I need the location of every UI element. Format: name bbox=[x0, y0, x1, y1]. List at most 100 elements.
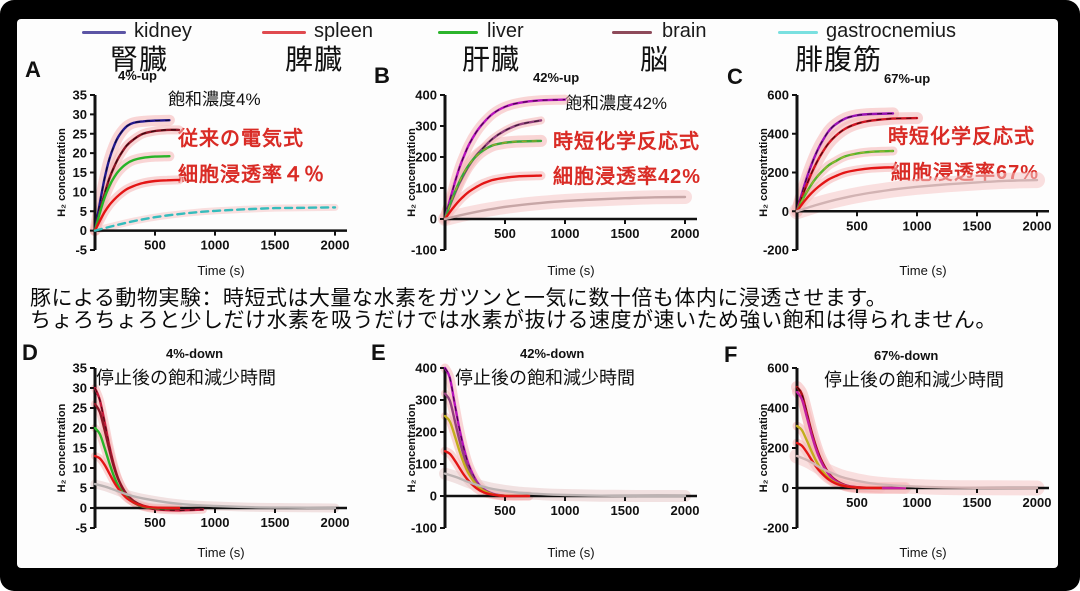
svg-text:500: 500 bbox=[494, 503, 516, 518]
svg-text:35: 35 bbox=[73, 361, 87, 376]
svg-text:2000: 2000 bbox=[321, 238, 350, 253]
panel-c-letter: C bbox=[727, 64, 743, 89]
svg-text:0: 0 bbox=[80, 501, 87, 516]
svg-text:30: 30 bbox=[73, 381, 87, 396]
svg-text:35: 35 bbox=[73, 88, 87, 103]
legend-label-spleen: spleen bbox=[314, 20, 373, 42]
svg-text:-5: -5 bbox=[75, 243, 87, 258]
legend-organ-gastrocnemius-jp: 腓腹筋 bbox=[795, 44, 883, 75]
panel-b-annotation-red-1: 時短化学反応式 bbox=[553, 131, 700, 153]
svg-text:1500: 1500 bbox=[261, 238, 290, 253]
legend-swatch-gastrocnemius bbox=[778, 31, 818, 34]
svg-text:300: 300 bbox=[415, 119, 437, 134]
legend-label-kidney: kidney bbox=[134, 20, 192, 42]
svg-text:-100: -100 bbox=[411, 243, 437, 258]
legend-organ-liver-jp: 肝臓 bbox=[462, 44, 521, 75]
panel-b-title: 42%-up bbox=[533, 70, 580, 85]
panel-a-annotation-red-1: 従来の電気式 bbox=[178, 128, 304, 150]
svg-text:400: 400 bbox=[415, 361, 437, 376]
panel-d-letter: D bbox=[22, 340, 38, 365]
panel-a-title: 4%-up bbox=[118, 68, 157, 83]
svg-text:0: 0 bbox=[782, 204, 789, 219]
panel-f-annotation-black: 停止後の飽和減少時間 bbox=[824, 370, 1004, 390]
svg-text:Time (s): Time (s) bbox=[547, 545, 594, 560]
svg-text:1000: 1000 bbox=[903, 218, 932, 233]
svg-text:2000: 2000 bbox=[1023, 218, 1052, 233]
svg-text:500: 500 bbox=[144, 515, 166, 530]
panel-d-title: 4%-down bbox=[166, 346, 224, 361]
svg-text:600: 600 bbox=[767, 88, 789, 103]
svg-text:1500: 1500 bbox=[611, 503, 640, 518]
svg-text:15: 15 bbox=[73, 165, 87, 180]
svg-text:10: 10 bbox=[73, 184, 87, 199]
note-line-1: 豚による動物実験：時短式は大量な水素をガツンと一気に数十倍も体内に浸透させます。 bbox=[30, 287, 888, 310]
svg-text:1500: 1500 bbox=[963, 495, 992, 510]
svg-text:Time (s): Time (s) bbox=[899, 263, 946, 278]
note-line-2: ちょろちょろと少しだけ水素を吸うだけでは水素が抜ける速度が速いため強い飽和は得ら… bbox=[30, 309, 997, 332]
legend-organ-kidney-jp: 腎臓 bbox=[110, 44, 169, 75]
svg-text:1000: 1000 bbox=[551, 503, 580, 518]
legend-organ-brain-jp: 脳 bbox=[640, 44, 670, 75]
panel-f-letter: F bbox=[724, 342, 738, 367]
svg-text:H₂ concentration: H₂ concentration bbox=[758, 128, 770, 217]
panel-c-annotation-red-1: 時短化学反応式 bbox=[888, 126, 1035, 148]
svg-text:1000: 1000 bbox=[201, 238, 230, 253]
svg-text:25: 25 bbox=[73, 401, 87, 416]
svg-text:200: 200 bbox=[415, 150, 437, 165]
panel-e-title: 42%-down bbox=[520, 346, 585, 361]
svg-text:1000: 1000 bbox=[903, 495, 932, 510]
svg-text:Time (s): Time (s) bbox=[197, 263, 244, 278]
panel-c-title: 67%-up bbox=[884, 71, 931, 86]
svg-text:0: 0 bbox=[80, 223, 87, 238]
svg-text:15: 15 bbox=[73, 441, 87, 456]
svg-text:25: 25 bbox=[73, 126, 87, 141]
svg-text:Time (s): Time (s) bbox=[899, 545, 946, 560]
svg-text:500: 500 bbox=[494, 226, 516, 241]
panel-a-letter: A bbox=[25, 57, 41, 82]
svg-text:0: 0 bbox=[430, 489, 437, 504]
svg-text:30: 30 bbox=[73, 107, 87, 122]
panel-a-annotation-black: 飽和濃度4% bbox=[168, 90, 261, 109]
svg-text:0: 0 bbox=[782, 481, 789, 496]
svg-text:-200: -200 bbox=[763, 243, 789, 258]
svg-text:2000: 2000 bbox=[1023, 495, 1052, 510]
svg-text:20: 20 bbox=[73, 146, 87, 161]
panel-b-annotation-black: 飽和濃度42% bbox=[565, 94, 668, 113]
svg-text:400: 400 bbox=[415, 88, 437, 103]
svg-text:Time (s): Time (s) bbox=[197, 545, 244, 560]
svg-text:5: 5 bbox=[80, 204, 87, 219]
svg-text:10: 10 bbox=[73, 461, 87, 476]
svg-text:H₂ concentration: H₂ concentration bbox=[56, 128, 68, 217]
svg-text:H₂ concentration: H₂ concentration bbox=[758, 403, 770, 492]
legend-swatch-spleen bbox=[262, 31, 306, 34]
svg-text:1000: 1000 bbox=[551, 226, 580, 241]
legend-label-liver: liver bbox=[487, 20, 524, 42]
svg-text:200: 200 bbox=[415, 425, 437, 440]
panel-b-letter: B bbox=[374, 63, 390, 88]
svg-text:H₂ concentration: H₂ concentration bbox=[406, 403, 418, 492]
panel-d-annotation-black: 停止後の飽和減少時間 bbox=[96, 368, 276, 388]
svg-text:H₂ concentration: H₂ concentration bbox=[406, 128, 418, 217]
legend-organ-spleen-jp: 脾臓 bbox=[285, 44, 344, 75]
panel-b-annotation-red-2: 細胞浸透率42% bbox=[553, 166, 702, 188]
svg-text:1500: 1500 bbox=[963, 218, 992, 233]
svg-text:-200: -200 bbox=[763, 521, 789, 536]
svg-text:0: 0 bbox=[430, 212, 437, 227]
svg-text:100: 100 bbox=[415, 181, 437, 196]
legend-label-brain: brain bbox=[662, 20, 707, 42]
svg-text:1500: 1500 bbox=[611, 226, 640, 241]
svg-text:-5: -5 bbox=[75, 521, 87, 536]
svg-text:500: 500 bbox=[846, 218, 868, 233]
panel-a-chart: 35 30 25 20 15 10 5 0 -5 500 1000 1500 2000 H₂ concen… bbox=[56, 88, 350, 279]
legend-swatch-liver bbox=[438, 31, 478, 34]
svg-text:H₂ concentration: H₂ concentration bbox=[56, 403, 68, 492]
panel-f-title: 67%-down bbox=[874, 348, 939, 363]
svg-text:20: 20 bbox=[73, 421, 87, 436]
svg-text:2000: 2000 bbox=[321, 515, 350, 530]
svg-text:200: 200 bbox=[767, 441, 789, 456]
panel-e-letter: E bbox=[371, 340, 386, 365]
